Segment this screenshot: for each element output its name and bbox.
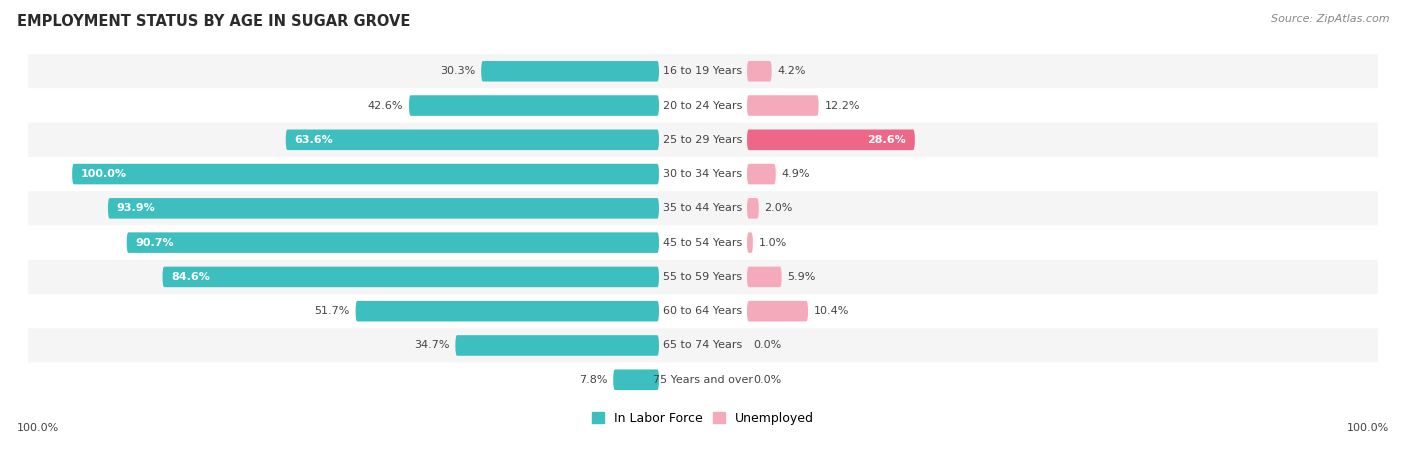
Text: 12.2%: 12.2% bbox=[824, 101, 860, 110]
FancyBboxPatch shape bbox=[747, 164, 776, 184]
Legend: In Labor Force, Unemployed: In Labor Force, Unemployed bbox=[592, 412, 814, 425]
FancyBboxPatch shape bbox=[747, 232, 752, 253]
Text: 25 to 29 Years: 25 to 29 Years bbox=[664, 135, 742, 145]
Text: 16 to 19 Years: 16 to 19 Years bbox=[664, 66, 742, 76]
Text: 2.0%: 2.0% bbox=[765, 203, 793, 213]
FancyBboxPatch shape bbox=[28, 157, 1378, 191]
FancyBboxPatch shape bbox=[747, 129, 915, 150]
Text: 84.6%: 84.6% bbox=[172, 272, 209, 282]
FancyBboxPatch shape bbox=[28, 226, 1378, 260]
FancyBboxPatch shape bbox=[28, 260, 1378, 294]
FancyBboxPatch shape bbox=[747, 301, 808, 322]
FancyBboxPatch shape bbox=[28, 88, 1378, 123]
FancyBboxPatch shape bbox=[747, 267, 782, 287]
FancyBboxPatch shape bbox=[72, 164, 659, 184]
Text: 45 to 54 Years: 45 to 54 Years bbox=[664, 238, 742, 248]
FancyBboxPatch shape bbox=[127, 232, 659, 253]
FancyBboxPatch shape bbox=[747, 198, 759, 219]
FancyBboxPatch shape bbox=[356, 301, 659, 322]
Text: 30.3%: 30.3% bbox=[440, 66, 475, 76]
Text: 100.0%: 100.0% bbox=[17, 423, 59, 433]
Text: 0.0%: 0.0% bbox=[752, 375, 782, 385]
Text: 5.9%: 5.9% bbox=[787, 272, 815, 282]
Text: EMPLOYMENT STATUS BY AGE IN SUGAR GROVE: EMPLOYMENT STATUS BY AGE IN SUGAR GROVE bbox=[17, 14, 411, 28]
FancyBboxPatch shape bbox=[28, 54, 1378, 88]
Text: 90.7%: 90.7% bbox=[135, 238, 174, 248]
FancyBboxPatch shape bbox=[747, 61, 772, 82]
FancyBboxPatch shape bbox=[28, 123, 1378, 157]
Text: 100.0%: 100.0% bbox=[1347, 423, 1389, 433]
FancyBboxPatch shape bbox=[28, 328, 1378, 363]
FancyBboxPatch shape bbox=[747, 95, 818, 116]
FancyBboxPatch shape bbox=[481, 61, 659, 82]
Text: 63.6%: 63.6% bbox=[294, 135, 333, 145]
Text: 75 Years and over: 75 Years and over bbox=[652, 375, 754, 385]
Text: 42.6%: 42.6% bbox=[367, 101, 404, 110]
FancyBboxPatch shape bbox=[285, 129, 659, 150]
Text: 7.8%: 7.8% bbox=[579, 375, 607, 385]
FancyBboxPatch shape bbox=[28, 294, 1378, 328]
FancyBboxPatch shape bbox=[28, 191, 1378, 226]
Text: 28.6%: 28.6% bbox=[868, 135, 905, 145]
FancyBboxPatch shape bbox=[108, 198, 659, 219]
FancyBboxPatch shape bbox=[613, 369, 659, 390]
Text: 30 to 34 Years: 30 to 34 Years bbox=[664, 169, 742, 179]
Text: 93.9%: 93.9% bbox=[117, 203, 156, 213]
FancyBboxPatch shape bbox=[28, 363, 1378, 397]
FancyBboxPatch shape bbox=[163, 267, 659, 287]
Text: Source: ZipAtlas.com: Source: ZipAtlas.com bbox=[1271, 14, 1389, 23]
Text: 10.4%: 10.4% bbox=[814, 306, 849, 316]
Text: 51.7%: 51.7% bbox=[315, 306, 350, 316]
Text: 35 to 44 Years: 35 to 44 Years bbox=[664, 203, 742, 213]
Text: 100.0%: 100.0% bbox=[82, 169, 127, 179]
Text: 1.0%: 1.0% bbox=[759, 238, 787, 248]
Text: 34.7%: 34.7% bbox=[413, 341, 450, 350]
Text: 0.0%: 0.0% bbox=[752, 341, 782, 350]
Text: 60 to 64 Years: 60 to 64 Years bbox=[664, 306, 742, 316]
Text: 4.9%: 4.9% bbox=[782, 169, 810, 179]
FancyBboxPatch shape bbox=[409, 95, 659, 116]
Text: 4.2%: 4.2% bbox=[778, 66, 806, 76]
Text: 20 to 24 Years: 20 to 24 Years bbox=[664, 101, 742, 110]
Text: 55 to 59 Years: 55 to 59 Years bbox=[664, 272, 742, 282]
FancyBboxPatch shape bbox=[456, 335, 659, 356]
Text: 65 to 74 Years: 65 to 74 Years bbox=[664, 341, 742, 350]
